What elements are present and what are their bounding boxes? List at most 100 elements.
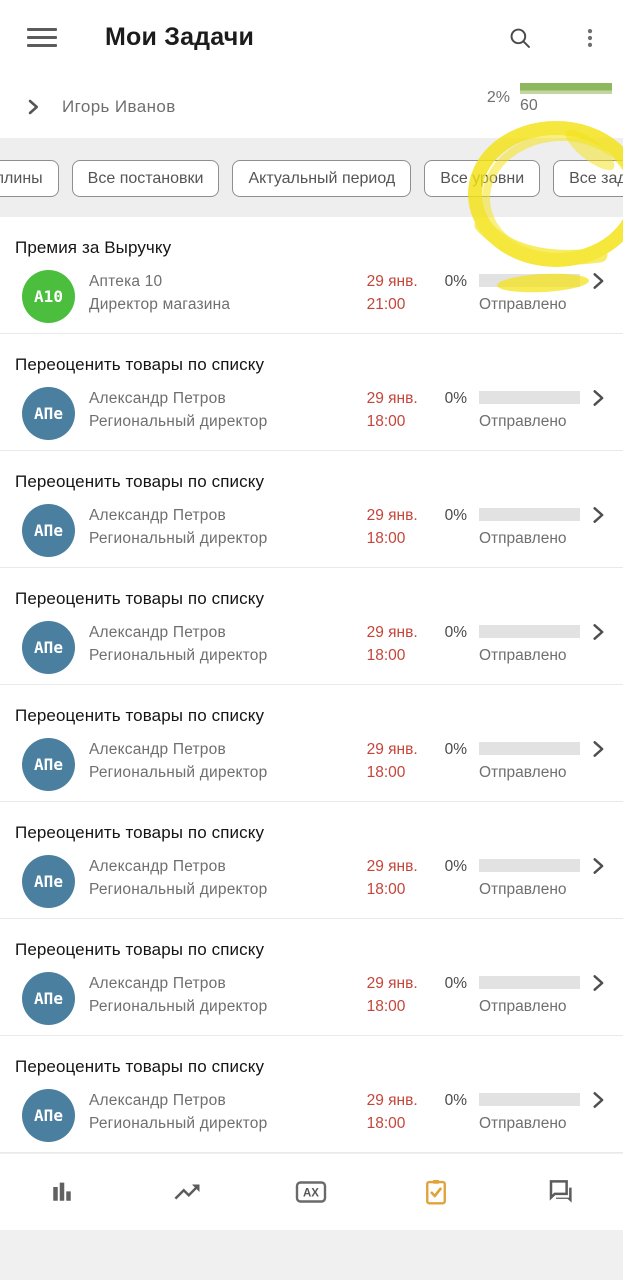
user-percent: 2% (486, 89, 510, 106)
filter-chip-tasks[interactable]: Все задачи (553, 160, 623, 197)
due-datetime: 29 янв. 18:00 (367, 621, 429, 667)
filter-chips: Все дисциплины Все постановки Актуальный… (0, 158, 623, 197)
bottom-nav: AX (0, 1153, 623, 1230)
nav-ax-module-icon[interactable]: AX (249, 1154, 374, 1230)
task-percent: 0% (444, 507, 467, 524)
due-datetime: 29 янв. 18:00 (367, 504, 429, 550)
task-status: Отправлено (479, 296, 567, 313)
expand-chevron-icon (28, 99, 39, 114)
task-status: Отправлено (479, 881, 567, 898)
due-time: 18:00 (366, 1115, 406, 1132)
filter-chip-period[interactable]: Актуальный период (232, 160, 412, 197)
ax-label: AX (303, 1188, 319, 1200)
task-percent: 0% (444, 624, 467, 641)
appbar-actions (503, 0, 605, 75)
assignee-role: Региональный директор (89, 881, 268, 898)
task-row[interactable]: Переоценить товары по списку АПе Алексан… (0, 685, 623, 802)
task-row[interactable]: Переоценить товары по списку АПе Алексан… (0, 451, 623, 568)
due-time: 18:00 (366, 530, 406, 547)
avatar: АПе (22, 387, 75, 440)
due-datetime: 29 янв. 18:00 (367, 972, 429, 1018)
user-progress-group: 2% 60 (487, 83, 612, 115)
chevron-right-icon (593, 273, 604, 289)
assignee-role: Региональный директор (89, 413, 268, 430)
task-progress-bar (479, 274, 580, 287)
assignee-block: Александр Петров Региональный директор (89, 738, 367, 784)
assignee-role: Региональный директор (89, 998, 268, 1015)
task-status: Отправлено (479, 764, 567, 781)
task-progress-bar (479, 391, 580, 404)
task-title: Переоценить товары по списку (15, 355, 265, 374)
task-title: Переоценить товары по списку (15, 589, 265, 608)
due-date: 29 янв. (366, 858, 418, 875)
assignee-name: Александр Петров (89, 975, 226, 992)
user-progress-bar (520, 83, 612, 94)
assignee-block: Александр Петров Региональный директор (89, 972, 367, 1018)
filter-chip-levels[interactable]: Все уровни (424, 160, 541, 197)
assignee-block: Александр Петров Региональный директор (89, 387, 367, 433)
task-progress-group: Отправлено (479, 1089, 580, 1135)
task-percent: 0% (444, 975, 467, 992)
due-time: 18:00 (366, 764, 406, 781)
task-progress-group: Отправлено (479, 387, 580, 433)
nav-bar-chart-icon[interactable] (0, 1154, 125, 1230)
due-time: 18:00 (366, 413, 406, 430)
kebab-menu-icon[interactable] (575, 23, 605, 53)
avatar: АПе (22, 855, 75, 908)
task-title: Премия за Выручку (15, 238, 172, 257)
search-icon[interactable] (503, 21, 537, 55)
assignee-role: Директор магазина (89, 296, 231, 313)
due-time: 18:00 (366, 647, 406, 664)
task-progress-group: Отправлено (479, 504, 580, 550)
assignee-name: Аптека 10 (89, 273, 163, 290)
task-status: Отправлено (479, 998, 567, 1015)
due-datetime: 29 янв. 18:00 (367, 738, 429, 784)
task-progress-bar (479, 742, 580, 755)
task-percent: 0% (444, 741, 467, 758)
due-date: 29 янв. (366, 507, 418, 524)
task-percent: 0% (444, 273, 467, 290)
task-list: Премия за Выручку А10 Аптека 10 Директор… (0, 217, 623, 1153)
user-summary-row[interactable]: Игорь Иванов 2% 60 (0, 75, 623, 138)
task-row[interactable]: Переоценить товары по списку АПе Алексан… (0, 568, 623, 685)
task-percent: 0% (444, 390, 467, 407)
task-percent: 0% (444, 1092, 467, 1109)
task-status: Отправлено (479, 1115, 567, 1132)
assignee-block: Аптека 10 Директор магазина (89, 270, 367, 316)
avatar: А10 (22, 270, 75, 323)
due-date: 29 янв. (366, 741, 418, 758)
assignee-block: Александр Петров Региональный директор (89, 621, 367, 667)
task-row[interactable]: Переоценить товары по списку АПе Алексан… (0, 919, 623, 1036)
avatar: АПе (22, 738, 75, 791)
menu-icon[interactable] (27, 23, 57, 52)
nav-chat-icon[interactable] (498, 1154, 623, 1230)
nav-trending-up-icon[interactable] (125, 1154, 250, 1230)
due-time: 21:00 (366, 296, 406, 313)
due-date: 29 янв. (366, 975, 418, 992)
due-date: 29 янв. (366, 390, 418, 407)
due-datetime: 29 янв. 18:00 (367, 1089, 429, 1135)
assignee-block: Александр Петров Региональный директор (89, 1089, 367, 1135)
task-status: Отправлено (479, 530, 567, 547)
task-row[interactable]: Переоценить товары по списку АПе Алексан… (0, 334, 623, 451)
task-row[interactable]: Премия за Выручку А10 Аптека 10 Директор… (0, 217, 623, 334)
nav-tasks-clipboard-icon[interactable] (374, 1154, 499, 1230)
task-title: Переоценить товары по списку (15, 940, 265, 959)
task-row[interactable]: Переоценить товары по списку АПе Алексан… (0, 1036, 623, 1153)
assignee-role: Региональный директор (89, 647, 268, 664)
chevron-right-icon (593, 507, 604, 523)
task-progress-group: Отправлено (479, 621, 580, 667)
assignee-name: Александр Петров (89, 741, 226, 758)
task-status: Отправлено (479, 413, 567, 430)
task-title: Переоценить товары по списку (15, 706, 265, 725)
due-date: 29 янв. (366, 1092, 418, 1109)
assignee-name: Александр Петров (89, 390, 226, 407)
due-datetime: 29 янв. 21:00 (367, 270, 429, 316)
filter-chip-disciplines[interactable]: Все дисциплины (0, 160, 59, 197)
assignee-name: Александр Петров (89, 1092, 226, 1109)
task-progress-bar (479, 625, 580, 638)
task-row[interactable]: Переоценить товары по списку АПе Алексан… (0, 802, 623, 919)
filter-chip-assignments[interactable]: Все постановки (71, 160, 220, 197)
assignee-block: Александр Петров Региональный директор (89, 504, 367, 550)
